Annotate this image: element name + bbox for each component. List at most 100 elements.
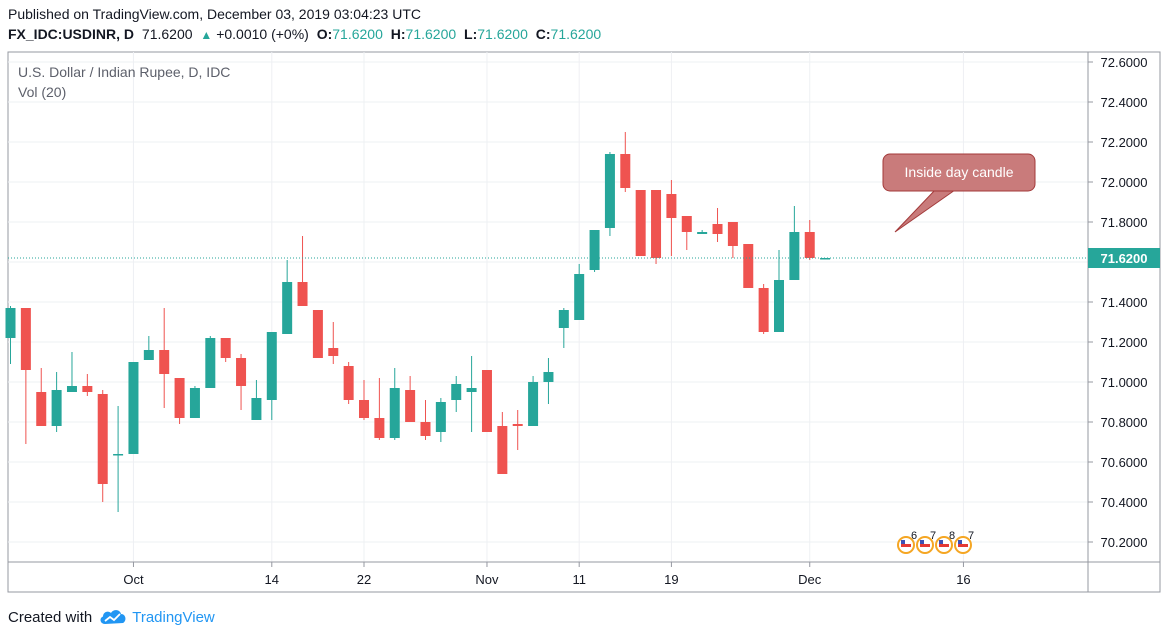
close-value: 71.6200 (550, 26, 602, 42)
candle-body (82, 386, 93, 392)
flag-canton (920, 540, 924, 544)
candle (266, 332, 277, 420)
candle-body (820, 258, 831, 260)
candle-body (620, 154, 631, 188)
published-line: Published on TradingView.com, December 0… (8, 6, 421, 22)
event-flag-icon[interactable]: 8 (935, 530, 955, 554)
close-label: C: (535, 26, 551, 42)
callout-pointer (894, 189, 957, 233)
candle-body (143, 350, 154, 360)
volume-legend: Vol (20) (18, 84, 66, 100)
candle-body (497, 426, 508, 474)
candle (220, 338, 231, 362)
candle-body (220, 338, 231, 358)
candle (420, 400, 431, 440)
candle (82, 374, 93, 396)
candle (558, 308, 569, 348)
candle-body (727, 222, 738, 246)
time-tick-label: 22 (357, 572, 371, 587)
candle (113, 406, 124, 512)
time-tick-label: Oct (123, 572, 144, 587)
candle-body (589, 230, 600, 270)
time-tick-label: 14 (265, 572, 279, 587)
candle-body (328, 348, 339, 356)
event-flag-icon[interactable]: 7 (954, 530, 974, 554)
candle-body (266, 332, 277, 400)
time-tick-label: 16 (956, 572, 970, 587)
candle (620, 132, 631, 192)
candle (297, 236, 308, 306)
candle (5, 306, 16, 364)
candle (697, 230, 708, 234)
candle (189, 386, 200, 418)
candle (481, 370, 492, 432)
ohlc-line: FX_IDC:USDINR, D 71.6200 ▲ +0.0010 (+0%)… (8, 26, 601, 42)
time-tick-label: Nov (475, 572, 499, 587)
candle (635, 190, 646, 256)
price-tick-label: 71.0000 (1101, 375, 1148, 390)
price-tick-label: 72.0000 (1101, 175, 1148, 190)
candle (389, 368, 400, 440)
economic-events[interactable]: 6 7 8 7 (897, 530, 974, 554)
flag-stripe (939, 544, 949, 547)
candle-body (174, 378, 185, 418)
price-tick-label: 70.4000 (1101, 495, 1148, 510)
price-tick-label: 71.8000 (1101, 215, 1148, 230)
tradingview-logo[interactable]: TradingView (98, 608, 215, 626)
candle-body (697, 232, 708, 234)
candle-body (159, 350, 170, 374)
candle-body (528, 382, 539, 426)
low-label: L: (464, 26, 478, 42)
candle (251, 380, 262, 420)
last-price-tag-text: 71.6200 (1101, 251, 1148, 266)
event-flag-icon[interactable]: 7 (916, 530, 936, 554)
event-flag-icon[interactable]: 6 (897, 530, 917, 554)
candle-body (20, 308, 31, 370)
candle (374, 378, 385, 440)
created-with-label: Created with (8, 608, 93, 626)
candle (512, 410, 523, 450)
flag-stripe (920, 544, 930, 547)
symbol-label: FX_IDC:USDINR, D (8, 26, 135, 42)
candle-body (804, 232, 815, 258)
open-value: 71.6200 (332, 26, 383, 42)
candle (451, 376, 462, 412)
candle (343, 362, 354, 404)
flag-canton (939, 540, 943, 544)
event-count: 6 (911, 530, 917, 542)
candlestick-chart[interactable]: 72.600072.400072.200072.000071.800071.60… (0, 0, 1167, 600)
candle-body (389, 388, 400, 438)
chart-frame (7, 51, 1161, 593)
candle (651, 190, 662, 264)
time-tick-label: Dec (798, 572, 822, 587)
price-tick-label: 70.2000 (1101, 535, 1148, 550)
candle-body (604, 154, 615, 228)
candle (789, 206, 800, 280)
event-count: 7 (968, 530, 974, 542)
callout-box (882, 153, 1036, 192)
candle-body (113, 454, 124, 456)
flag-stripe (901, 544, 911, 547)
candle (282, 260, 293, 334)
price-axis[interactable]: 72.600072.400072.200072.000071.800071.60… (1088, 55, 1148, 550)
candle (712, 208, 723, 242)
candle (236, 354, 247, 410)
candle-body (512, 424, 523, 426)
candle-body (774, 280, 784, 332)
candle-body (312, 310, 323, 358)
candle (97, 390, 108, 502)
open-label: O: (316, 26, 333, 42)
candle-body (481, 370, 492, 432)
candle (497, 412, 508, 474)
candle-body (36, 392, 47, 426)
callout-text: Inside day candle (905, 164, 1014, 180)
candle-body (743, 244, 754, 288)
candle-body (97, 394, 108, 484)
up-arrow-icon: ▲ (200, 28, 213, 42)
candle (804, 220, 815, 260)
time-axis[interactable]: Oct 14 22 Nov 11 19 Dec 16 (123, 562, 971, 587)
candle (435, 398, 446, 442)
candle-body (420, 422, 431, 436)
callout[interactable]: Inside day candle (882, 153, 1036, 233)
flag-canton (901, 540, 905, 544)
